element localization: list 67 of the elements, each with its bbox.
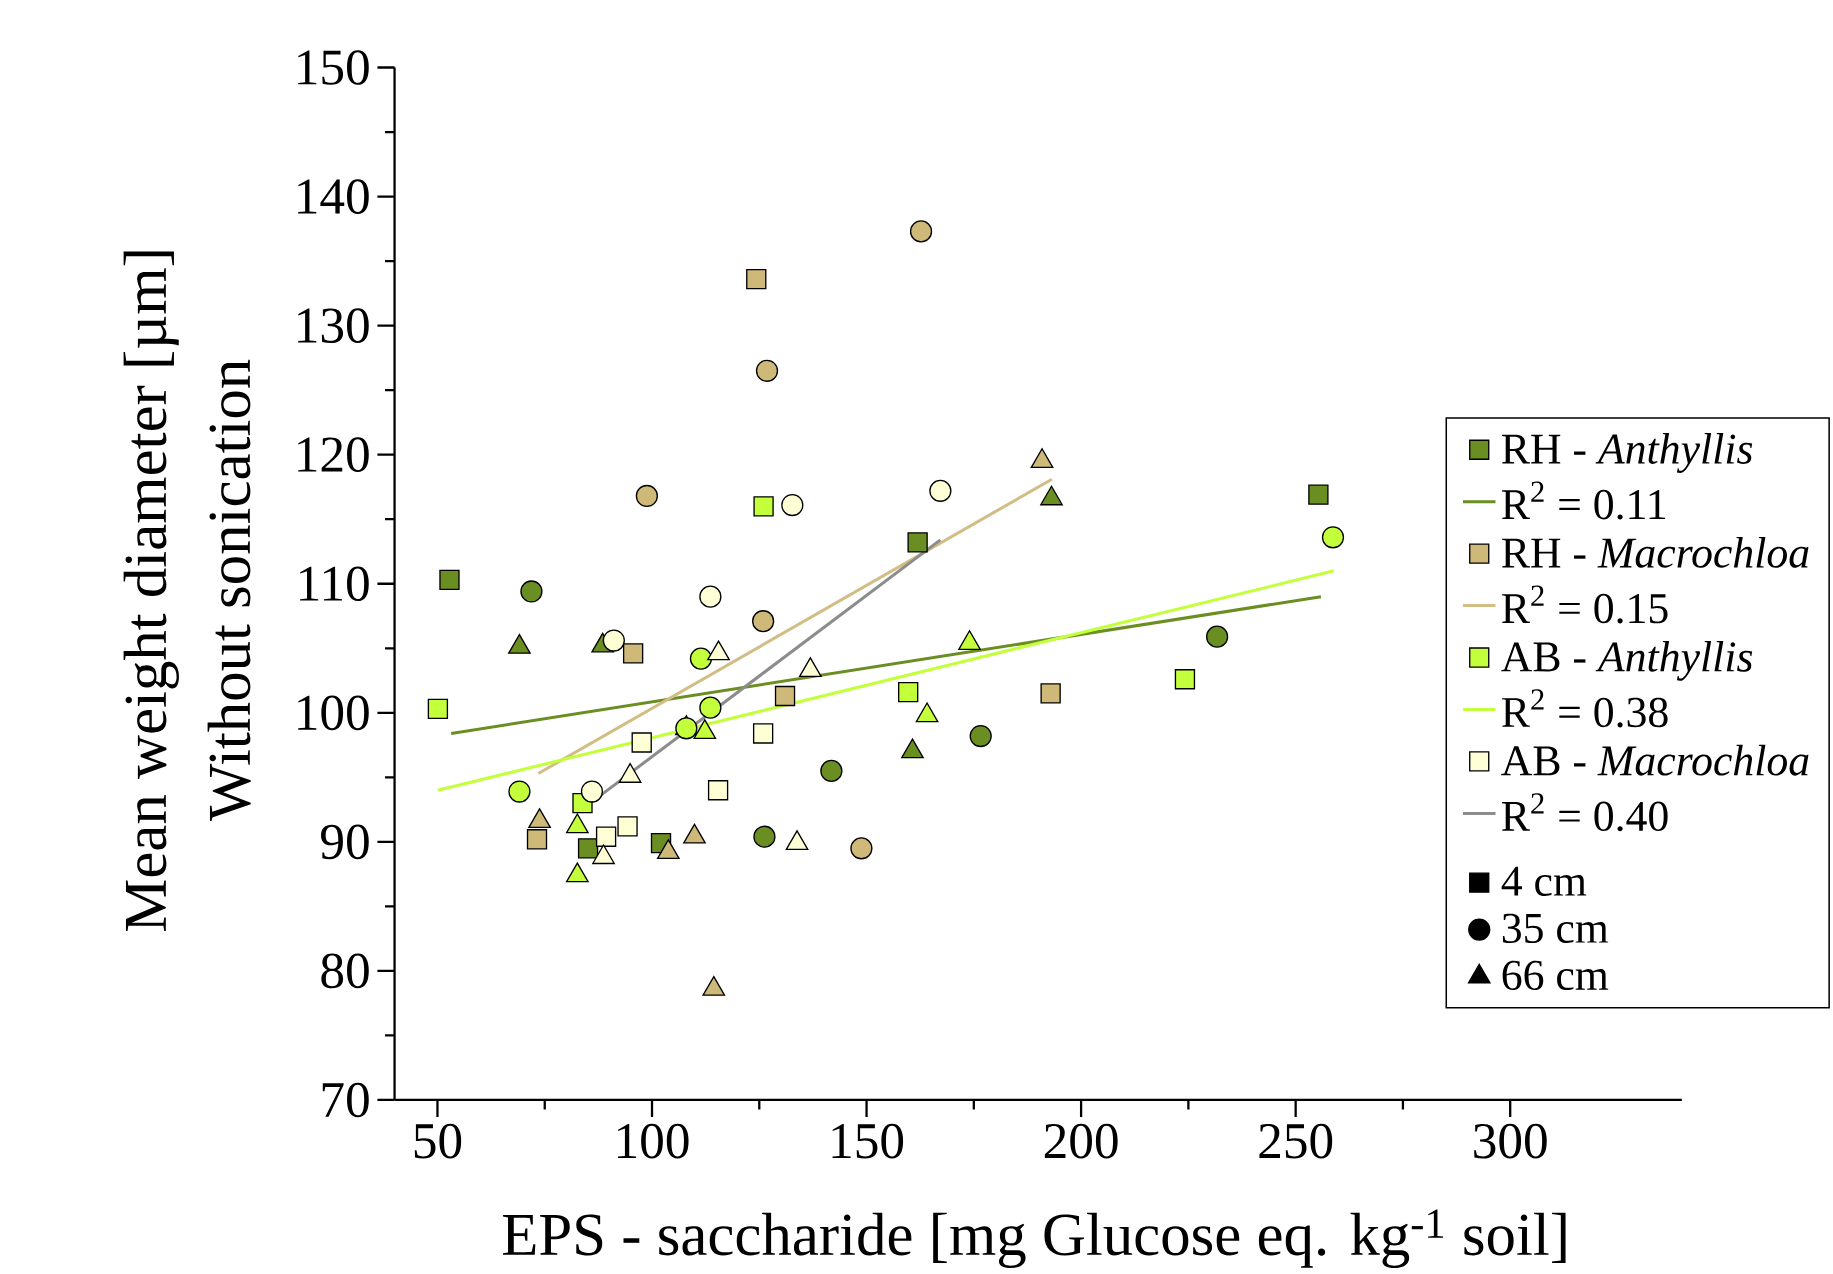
point — [617, 816, 638, 837]
point — [898, 681, 919, 703]
point — [689, 647, 713, 670]
point — [707, 780, 729, 801]
point — [1174, 669, 1196, 690]
y-tick-label: 100 — [298, 695, 369, 731]
point — [909, 220, 933, 243]
point — [699, 696, 722, 719]
y-tick-label: 70 — [322, 1082, 369, 1118]
point — [580, 780, 604, 803]
point — [427, 698, 449, 720]
point — [635, 484, 658, 508]
y-tick-label: 130 — [298, 308, 369, 343]
y-tick-label: 80 — [321, 953, 369, 989]
text: Without sonication — [207, 359, 251, 822]
point — [1308, 484, 1329, 505]
point — [752, 610, 775, 633]
point — [820, 759, 843, 783]
legend-label: R$^{2}$ = 0.38 — [1502, 689, 1668, 728]
point — [602, 629, 625, 652]
y-tick-label: 90 — [321, 824, 369, 860]
point — [699, 585, 722, 608]
legend-label: AB - Anthyllis — [1501, 640, 1753, 681]
legend-label: 4 cm — [1501, 866, 1587, 897]
legend-label: R$^{2}$ = 0.15 — [1502, 585, 1668, 624]
x-tick-label: 300 — [1474, 1123, 1547, 1159]
x-axis-title: EPS - saccharide [mg Glucose eq. kg$^{-1}$ soil] — [502, 1209, 1566, 1269]
legend-label: 35 cm — [1502, 913, 1609, 944]
point — [781, 493, 804, 517]
point — [753, 825, 776, 848]
legend-label: R$^{2}$ = 0.40 — [1502, 793, 1668, 832]
point — [675, 717, 698, 740]
point — [631, 732, 652, 753]
legend-label: RH - Macrochloa — [1502, 537, 1809, 568]
point — [1040, 683, 1061, 704]
point — [755, 359, 779, 382]
point — [753, 496, 774, 517]
x-tick-label: 250 — [1259, 1123, 1333, 1159]
point — [969, 724, 992, 748]
y-tick-label: 140 — [298, 179, 369, 214]
point — [577, 838, 599, 859]
point — [1206, 625, 1229, 648]
point — [752, 723, 774, 744]
x-tick-label: 150 — [832, 1123, 904, 1159]
point — [907, 532, 928, 553]
y-axis-title: Mean weight diameter [µm] — [123, 251, 179, 931]
point — [929, 479, 952, 502]
point — [1321, 526, 1345, 549]
point — [746, 269, 767, 290]
legend-label: R$^{2}$ = 0.11 — [1502, 481, 1666, 520]
legend-label: AB - Macrochloa — [1501, 744, 1809, 776]
x-tick-label: 50 — [414, 1123, 462, 1159]
point — [520, 580, 543, 603]
point — [850, 837, 873, 860]
point — [595, 826, 617, 847]
y-tick-label: 110 — [300, 566, 369, 602]
y-tick-label: 150 — [298, 50, 369, 85]
legend-label: RH - Anthyllis — [1502, 433, 1753, 473]
point — [774, 685, 796, 707]
legend-label: 66 cm — [1502, 960, 1609, 991]
point — [622, 643, 644, 664]
x-tick-label: 200 — [1044, 1123, 1118, 1159]
y-tick-label: 120 — [298, 437, 369, 473]
point — [439, 569, 460, 591]
point — [526, 829, 548, 850]
x-tick-label: 100 — [618, 1123, 689, 1159]
point — [508, 780, 531, 803]
